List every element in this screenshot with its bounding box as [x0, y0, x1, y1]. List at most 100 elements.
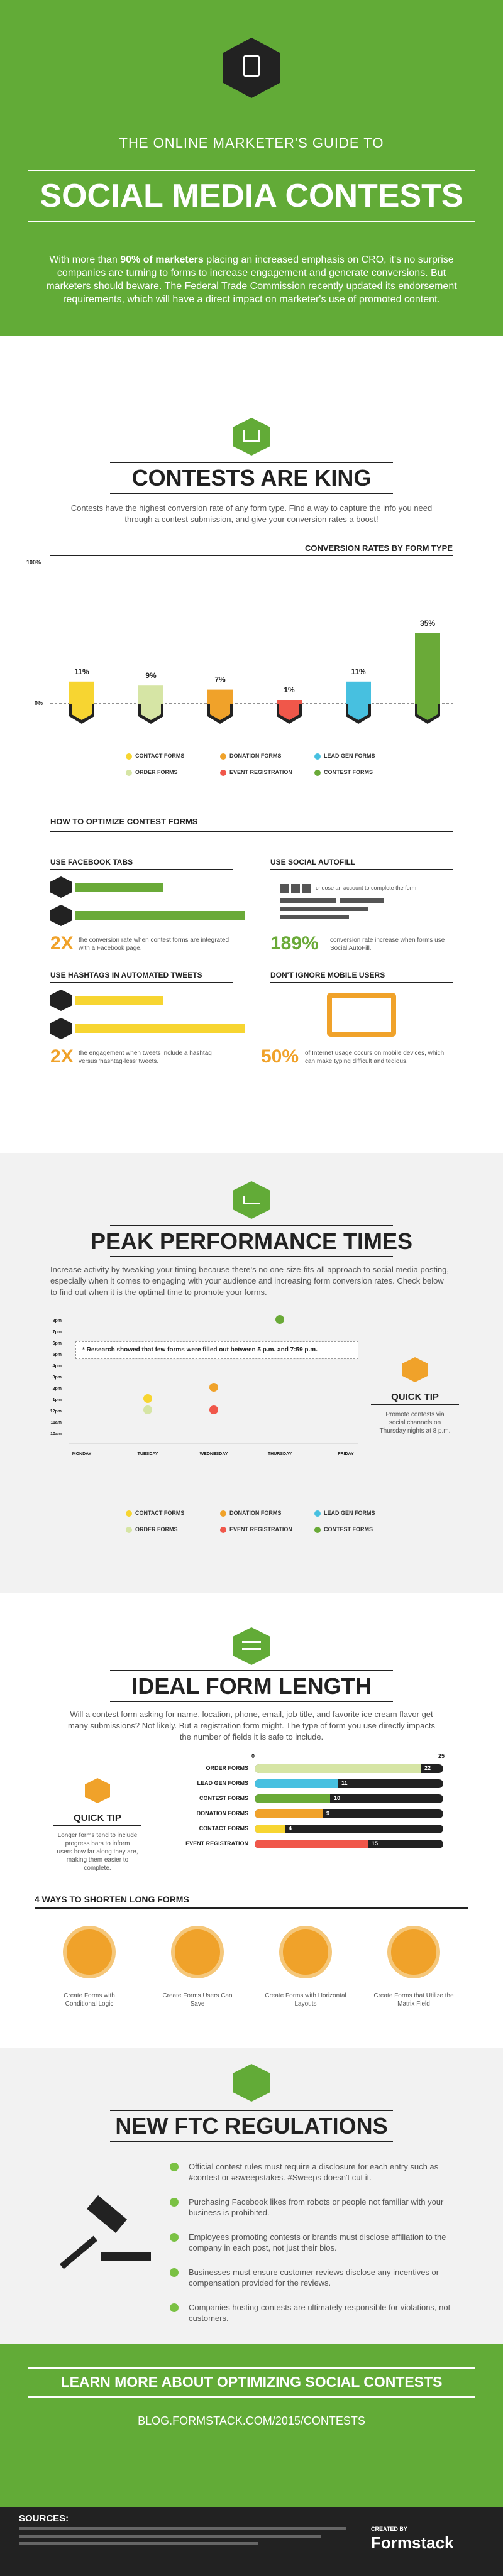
tick-label: 1pm — [53, 1398, 62, 1402]
mobile-text: of Internet usage occurs on mobile devic… — [305, 1050, 445, 1065]
tick-label: 2pm — [53, 1387, 62, 1391]
hashtag-icon — [50, 1018, 72, 1039]
bar-hex-fill — [210, 704, 230, 720]
hashtag-bar-long — [75, 1024, 245, 1033]
chart-top-line — [50, 555, 453, 556]
tick-label: MONDAY — [72, 1452, 92, 1456]
tick-label: 11am — [50, 1421, 62, 1425]
length-title: IDEAL FORM LENGTH — [131, 1673, 372, 1699]
hashtags-text: the engagement when tweets include a has… — [79, 1050, 212, 1065]
underline — [270, 982, 453, 983]
way-icon — [171, 1926, 224, 1978]
tick-label: 4pm — [53, 1364, 62, 1368]
autofill-choose: choose an account to complete the form — [316, 885, 417, 891]
way-icon — [387, 1926, 440, 1978]
legend-entry: LEAD GEN FORMS — [314, 753, 375, 760]
bar — [277, 700, 302, 704]
linkedin-icon — [302, 884, 311, 893]
way-caption: Create Forms that Utilize the Matrix Fie… — [373, 1992, 454, 2007]
bar-label: EVENT REGISTRATION — [185, 1840, 248, 1847]
title-line — [110, 1670, 393, 1671]
kings-text: Contests have the highest conversion rat… — [70, 503, 433, 524]
underline — [50, 982, 233, 983]
peak-tip-text: Promote contests via social channels on … — [379, 1411, 451, 1434]
research-note: * Research showed that few forms were fi… — [75, 1341, 358, 1359]
bar — [69, 681, 94, 704]
trend-icon — [233, 1181, 270, 1219]
shorten-title: 4 WAYS TO SHORTEN LONG FORMS — [35, 1894, 189, 1904]
intro-text: With more than 90% of marketers placing … — [46, 254, 457, 305]
tick-label: 5pm — [53, 1353, 62, 1357]
data-label: 7% — [214, 675, 226, 684]
title-line — [110, 1225, 393, 1226]
fb-text: the conversion rate when contest forms a… — [79, 937, 229, 952]
tick-label: WEDNESDAY — [200, 1452, 228, 1456]
form-icon — [233, 1627, 270, 1665]
data-label: 11% — [74, 667, 89, 676]
bar-hex-fill — [348, 704, 368, 720]
hashtags-num: 2X — [50, 1046, 74, 1067]
main-title: SOCIAL MEDIA CONTESTS — [40, 178, 463, 214]
hashtag-bar-short — [75, 996, 163, 1005]
cta-text[interactable]: LEARN MORE ABOUT OPTIMIZING SOCIAL CONTE… — [60, 2374, 443, 2390]
length-tip-title: QUICK TIP — [53, 1813, 141, 1826]
bar-label: CONTEST FORMS — [199, 1795, 248, 1801]
fb-title: USE FACEBOOK TABS — [50, 858, 133, 866]
tick-label: TUESDAY — [138, 1452, 158, 1456]
tick-label: THURSDAY — [268, 1452, 292, 1456]
legend-entry: ORDER FORMS — [126, 1526, 178, 1533]
clipboard-icon-inner — [243, 55, 260, 77]
data-label: 35% — [420, 619, 435, 628]
bar — [346, 681, 371, 704]
peak-tip-title: QUICK TIP — [371, 1392, 459, 1405]
bar — [255, 1764, 421, 1773]
ftc-item: Companies hosting contests are ultimatel… — [189, 2303, 451, 2323]
tick-label: 10am — [50, 1432, 62, 1436]
bar — [255, 1809, 323, 1818]
formstack-logo[interactable]: Formstack — [371, 2533, 454, 2552]
gavel-icon — [57, 2195, 151, 2269]
ftc-title: NEW FTC REGULATIONS — [115, 2113, 388, 2139]
cta-url[interactable]: BLOG.FORMSTACK.COM/2015/CONTESTS — [138, 2415, 365, 2427]
bullet — [170, 2233, 179, 2242]
y-label-100: 100% — [26, 559, 41, 565]
trend-icon-inner — [243, 1196, 260, 1204]
divider — [28, 221, 475, 222]
bar — [255, 1840, 368, 1848]
bar-track — [255, 1825, 443, 1833]
divider — [28, 170, 475, 171]
length-tip-text: Longer forms tend to include progress ba… — [57, 1832, 138, 1872]
data-label: 11 — [341, 1780, 348, 1786]
ftc-item: Employees promoting contests or brands m… — [189, 2232, 446, 2252]
title-line — [110, 462, 393, 463]
title-line — [110, 1701, 393, 1702]
conversion-rate-chart: 11% 9% 7% 1% 11% 35% — [50, 619, 453, 724]
bullet — [170, 2268, 179, 2277]
way-caption: Create Forms with Horizontal Layouts — [265, 1992, 346, 2007]
lightbulb-icon — [402, 1357, 428, 1382]
data-point — [209, 1383, 218, 1392]
data-point — [143, 1394, 152, 1403]
tick-label: 3pm — [53, 1375, 62, 1380]
bar-label: ORDER FORMS — [206, 1765, 249, 1771]
data-label: 9 — [326, 1810, 330, 1816]
ftc-item: Businesses must ensure customer reviews … — [189, 2268, 439, 2288]
bar — [207, 689, 233, 704]
bar-hex-fill — [141, 704, 161, 720]
sources-label: SOURCES: — [19, 2513, 69, 2524]
twitter-icon — [50, 990, 72, 1011]
peak-title: PEAK PERFORMANCE TIMES — [90, 1228, 413, 1254]
twitter-icon — [280, 884, 289, 893]
fb-bar-long — [75, 911, 245, 920]
bar-label: CONTACT FORMS — [199, 1825, 248, 1831]
autofill-num: 189% — [270, 933, 319, 954]
tick-label: 6pm — [53, 1341, 62, 1346]
data-point — [275, 1315, 284, 1324]
bar-label: DONATION FORMS — [196, 1810, 248, 1816]
bullet — [170, 2163, 179, 2171]
data-label: 11% — [351, 667, 366, 676]
clipboard-icon — [223, 38, 280, 98]
bar-hex-fill — [417, 704, 438, 720]
mobile-title: DON'T IGNORE MOBILE USERS — [270, 971, 385, 980]
facebook-icon — [50, 905, 72, 926]
